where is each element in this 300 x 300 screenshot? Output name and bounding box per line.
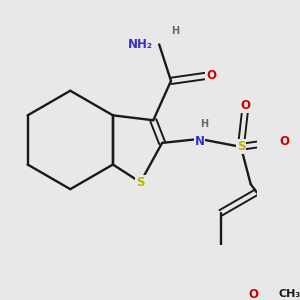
Text: H: H [171, 26, 179, 36]
Text: CH₃: CH₃ [278, 290, 300, 299]
Text: S: S [136, 176, 145, 189]
Text: NH₂: NH₂ [128, 38, 153, 51]
Text: O: O [206, 70, 216, 83]
Text: N: N [194, 135, 205, 148]
Text: O: O [279, 135, 289, 148]
Text: O: O [249, 288, 259, 300]
Text: H: H [200, 119, 208, 129]
Text: O: O [241, 99, 251, 112]
Text: S: S [237, 140, 245, 153]
